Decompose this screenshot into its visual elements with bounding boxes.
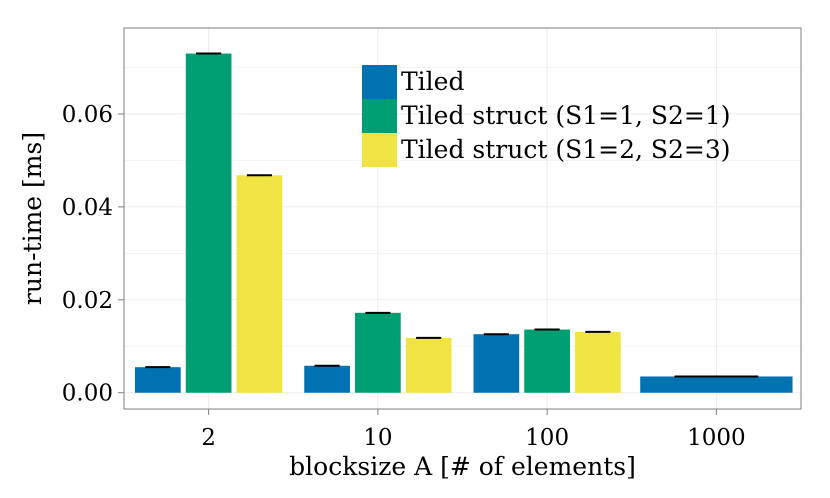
bar <box>185 53 232 393</box>
legend-label: Tiled <box>401 67 464 96</box>
legend: Tiled Tiled struct (S1=1, S2=1) Tiled stru… <box>362 65 731 167</box>
x-tick-label: 2 <box>201 425 216 451</box>
bar <box>640 376 793 393</box>
x-tick-label: 10 <box>363 425 392 451</box>
bar <box>135 367 181 393</box>
bar <box>524 329 570 393</box>
bars <box>135 53 793 393</box>
bar <box>405 337 452 393</box>
y-axis-title: run-time [ms] <box>18 132 47 305</box>
bar <box>473 334 520 393</box>
y-tick-label: 0.00 <box>62 381 113 407</box>
x-tick-label: 100 <box>525 425 569 451</box>
legend-swatch <box>362 65 397 99</box>
legend-swatch <box>362 133 397 167</box>
plot-panel-border <box>123 27 802 410</box>
x-axis-title: blocksize A [# of elements] <box>289 452 636 481</box>
bar <box>236 175 283 393</box>
axes: 0.00 0.02 0.04 0.06 2 10 100 1000 <box>62 102 746 451</box>
error-bars <box>145 52 759 378</box>
legend-swatch <box>362 99 397 133</box>
bar <box>355 312 401 393</box>
legend-label: Tiled struct (S1=1, S2=1) <box>401 101 731 130</box>
y-tick-label: 0.04 <box>62 195 113 221</box>
y-tick-label: 0.02 <box>62 288 113 314</box>
bar <box>304 365 350 393</box>
y-tick-label: 0.06 <box>62 102 113 128</box>
x-tick-label: 1000 <box>687 425 746 451</box>
legend-label: Tiled struct (S1=2, S2=3) <box>401 135 731 164</box>
bar <box>575 331 621 393</box>
